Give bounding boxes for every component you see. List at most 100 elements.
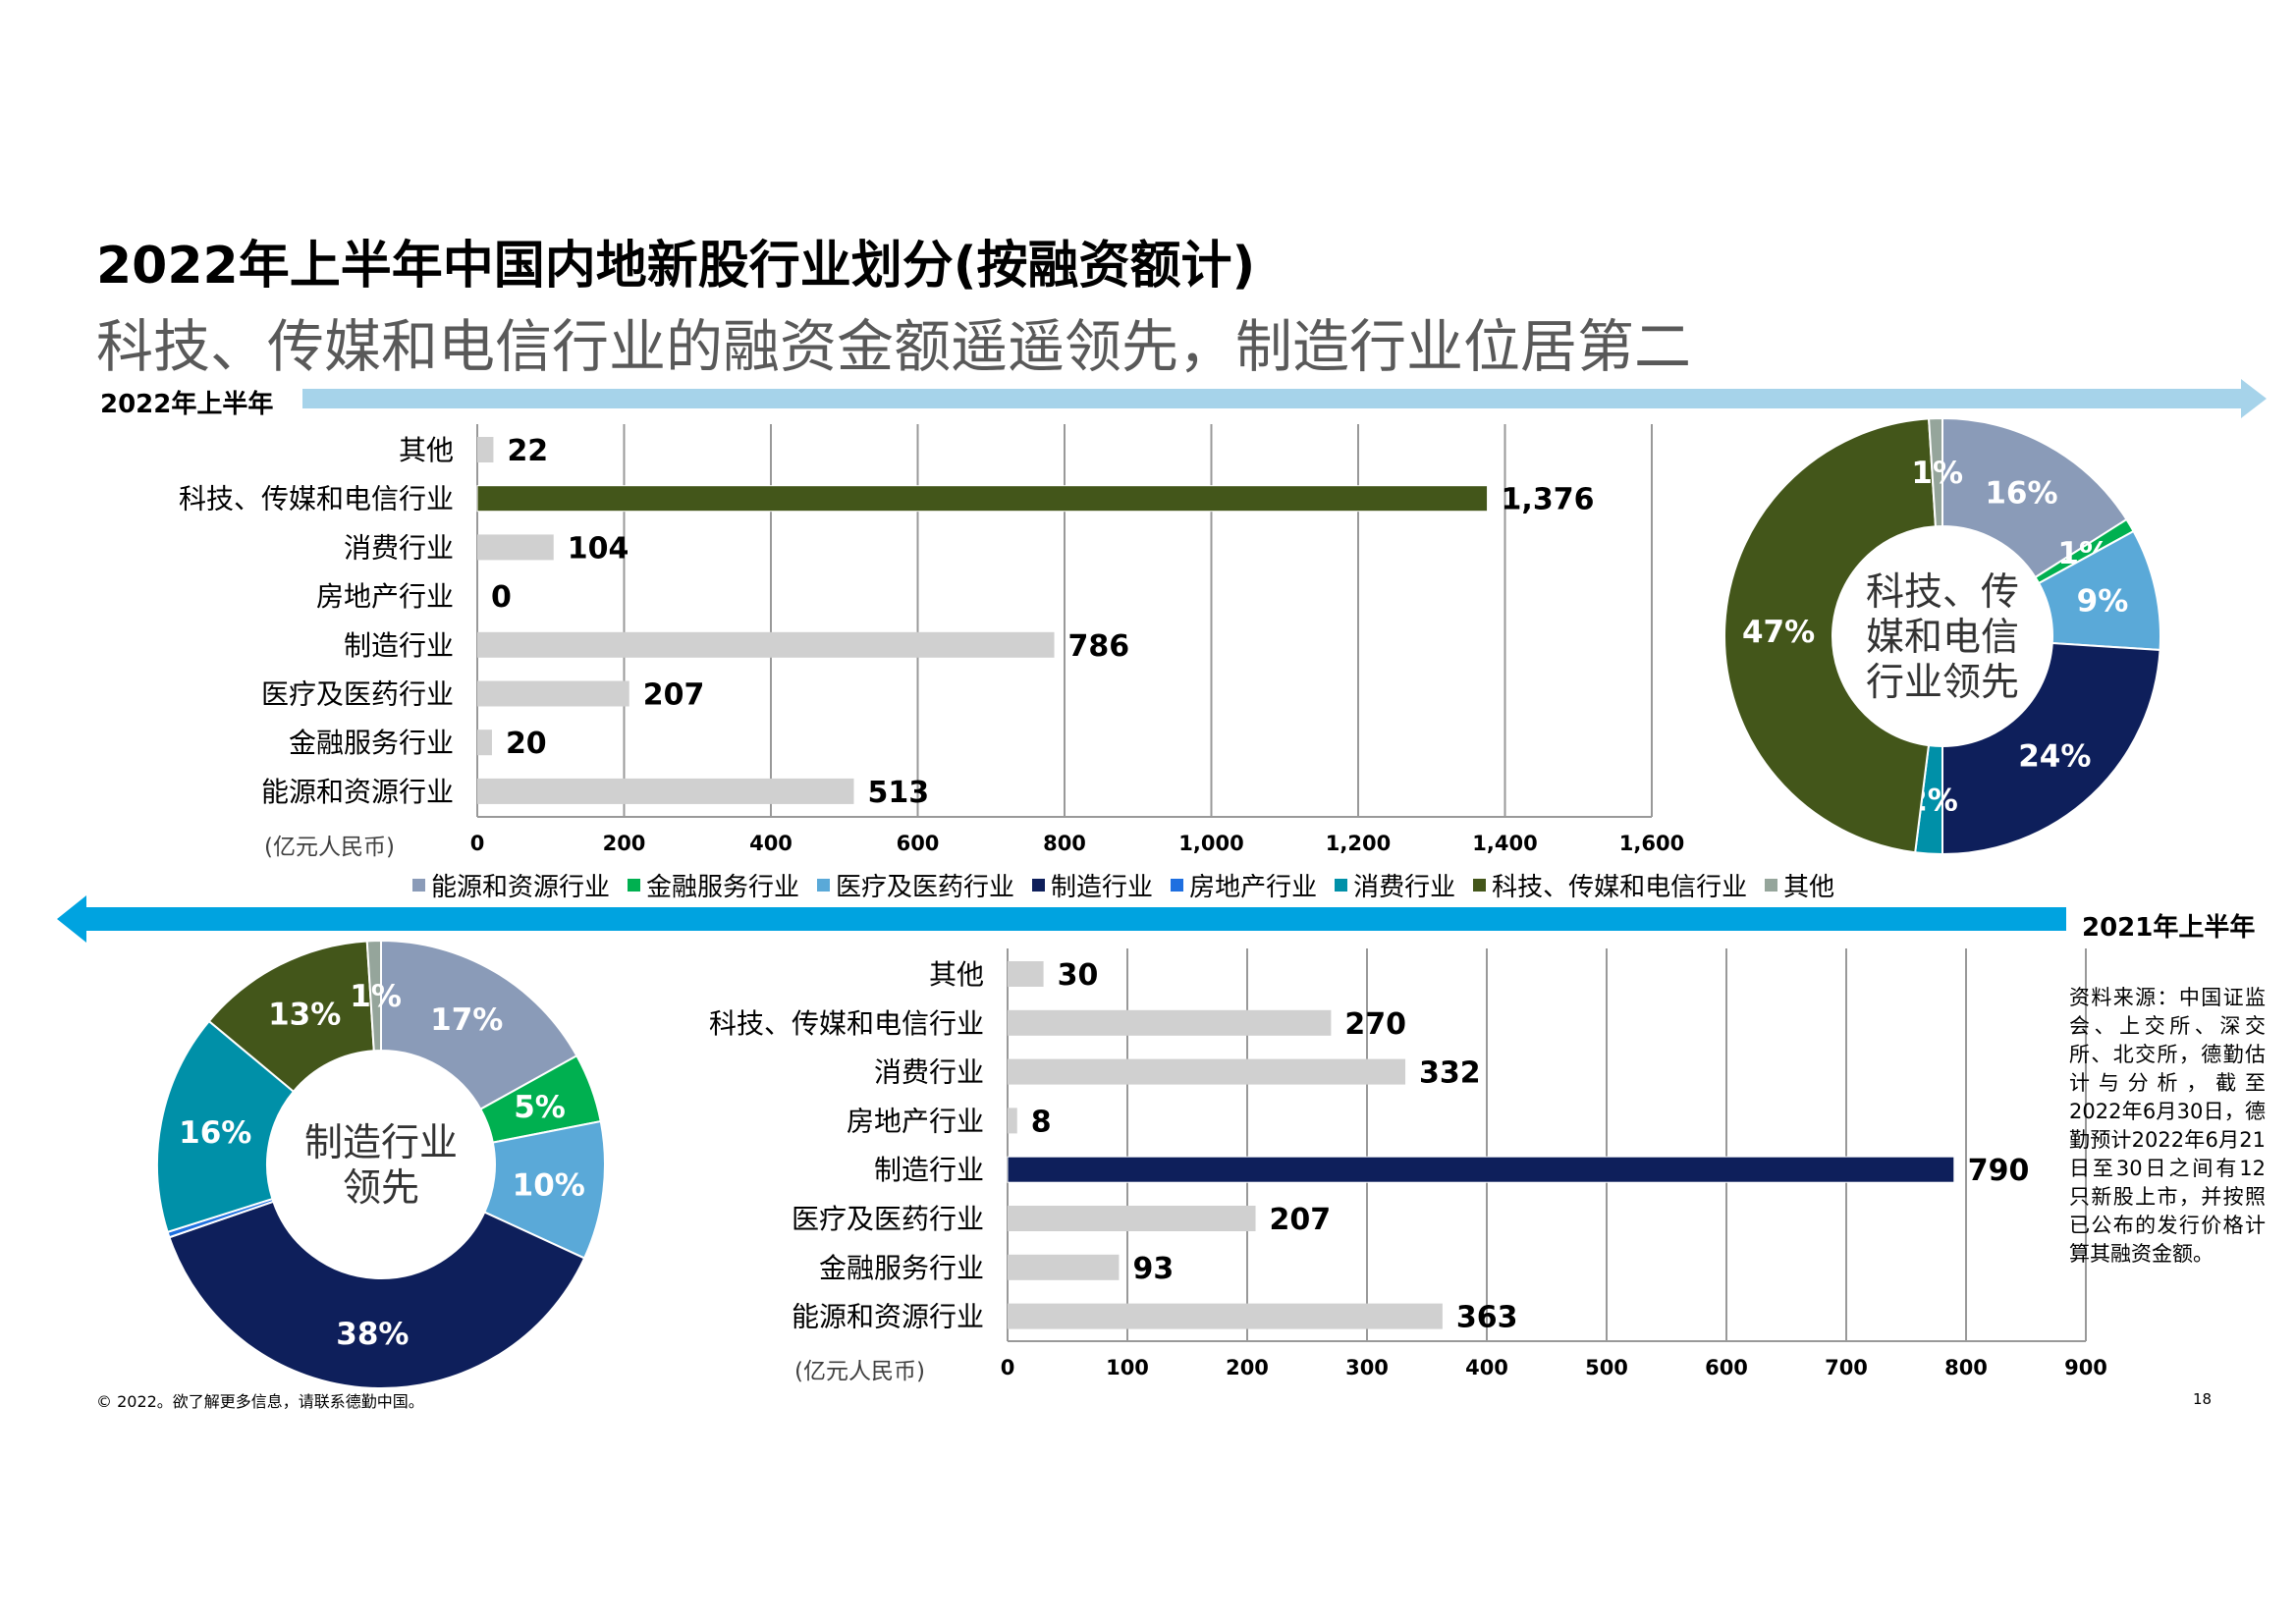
legend-item: 其他 (1765, 867, 1834, 903)
x-tick-label: 600 (1705, 1356, 1748, 1379)
legend-item: 金融服务行业 (628, 867, 799, 903)
legend-item: 制造行业 (1032, 867, 1153, 903)
bar (1008, 1108, 1017, 1134)
legend-label: 消费行业 (1353, 873, 1456, 902)
data-label: 513 (867, 776, 929, 810)
legend-label: 其他 (1783, 873, 1835, 902)
data-label: 786 (1068, 629, 1130, 664)
data-label: 104 (568, 531, 629, 566)
category-label: 医疗及医药行业 (792, 1203, 984, 1235)
bar (477, 730, 492, 756)
legend-swatch (1765, 879, 1778, 892)
legend-swatch (1335, 879, 1348, 892)
slice-label: 38% (336, 1317, 409, 1352)
data-label: 207 (643, 678, 705, 713)
slice-label: 5% (514, 1090, 566, 1125)
slice-label: 9% (2077, 584, 2129, 620)
category-label: 科技、传媒和电信行业 (179, 483, 454, 515)
x-tick-label: 1,400 (1472, 832, 1537, 855)
bar (1008, 1009, 1332, 1036)
slice-label: 16% (179, 1115, 251, 1151)
period-label-2021: 2021年上半年 (2082, 913, 2256, 943)
x-tick-label: 100 (1106, 1356, 1149, 1379)
bar (477, 437, 494, 462)
donut-center-label: 领先 (343, 1166, 419, 1211)
x-tick-label: 1,000 (1178, 832, 1243, 855)
bar (1008, 961, 1044, 987)
legend-item: 医疗及医药行业 (817, 867, 1014, 903)
donut-slice (380, 939, 578, 1111)
x-tick-label: 600 (897, 832, 940, 855)
category-label: 能源和资源行业 (792, 1301, 984, 1333)
x-tick-label: 800 (1944, 1356, 1988, 1379)
legend-item: 能源和资源行业 (412, 867, 610, 903)
data-label: 0 (491, 580, 512, 615)
x-tick-label: 700 (1825, 1356, 1868, 1379)
unit-label: (亿元人民币) (794, 1359, 925, 1384)
data-label: 790 (1968, 1154, 2030, 1188)
x-tick-label: 200 (603, 832, 646, 855)
legend-swatch (412, 879, 425, 892)
legend-swatch (1032, 879, 1046, 892)
data-label: 8 (1031, 1105, 1052, 1139)
legend-swatch (1171, 879, 1184, 892)
donut-slice (1723, 417, 1938, 854)
donut-center-label: 媒和电信 (1866, 616, 2019, 660)
bar (1008, 1206, 1256, 1231)
bar (477, 680, 629, 707)
bar (477, 631, 1055, 658)
x-tick-label: 0 (1001, 1356, 1015, 1379)
legend-label: 房地产行业 (1189, 873, 1318, 902)
donut-slice (1941, 641, 2161, 856)
category-label: 其他 (929, 958, 984, 991)
timeline-arrow-2021 (57, 895, 2066, 943)
category-label: 消费行业 (344, 531, 454, 564)
slice-label: 1% (350, 979, 402, 1014)
bar (477, 778, 854, 804)
slice-label: 17% (430, 1002, 503, 1038)
unit-label: (亿元人民币) (264, 835, 395, 860)
bar (1008, 1254, 1120, 1280)
category-label: 金融服务行业 (289, 727, 454, 759)
category-label: 房地产行业 (316, 580, 454, 613)
donut-slice (156, 1019, 296, 1234)
category-label: 能源和资源行业 (261, 776, 454, 808)
category-label: 科技、传媒和电信行业 (709, 1007, 984, 1040)
footer-copyright: © 2022。欲了解更多信息，请联系德勤中国。 (96, 1392, 424, 1411)
category-label: 消费行业 (874, 1056, 984, 1089)
data-label: 332 (1419, 1056, 1481, 1091)
legend-label: 制造行业 (1051, 873, 1154, 902)
x-tick-label: 400 (1465, 1356, 1508, 1379)
data-label: 22 (507, 434, 548, 468)
slice-label: 1% (1911, 456, 1963, 491)
legend-label: 医疗及医药行业 (836, 873, 1015, 902)
timeline-arrow-2022 (302, 379, 2267, 418)
legend-item: 消费行业 (1335, 867, 1455, 903)
bar (477, 534, 554, 561)
legend-label: 金融服务行业 (646, 873, 800, 902)
bar-chart-2021: 0 100 200 300 400 500 600 700 800 900 其他 30 科技、传媒和电信… (709, 948, 2107, 1384)
category-label: 其他 (399, 434, 454, 466)
legend-swatch (628, 879, 641, 892)
page-number: 18 (2193, 1390, 2213, 1408)
data-label: 20 (506, 727, 547, 761)
slice-label: 13% (268, 998, 341, 1033)
slice-label: 24% (2018, 739, 2091, 775)
slice-label: 16% (1985, 476, 2057, 512)
donut-center-label: 制造行业 (304, 1121, 458, 1165)
data-label: 363 (1456, 1301, 1518, 1335)
category-label: 医疗及医药行业 (261, 678, 454, 711)
donut-slice (168, 1200, 586, 1389)
data-label: 30 (1058, 958, 1099, 993)
legend-item: 科技、传媒和电信行业 (1473, 867, 1747, 903)
bar (1008, 1303, 1443, 1329)
donut-center-label: 科技、传 (1866, 570, 2019, 615)
donut-slice (1927, 416, 1943, 528)
x-tick-label: 0 (470, 832, 485, 855)
donut-slice (365, 939, 382, 1053)
legend-label: 科技、传媒和电信行业 (1492, 873, 1748, 902)
